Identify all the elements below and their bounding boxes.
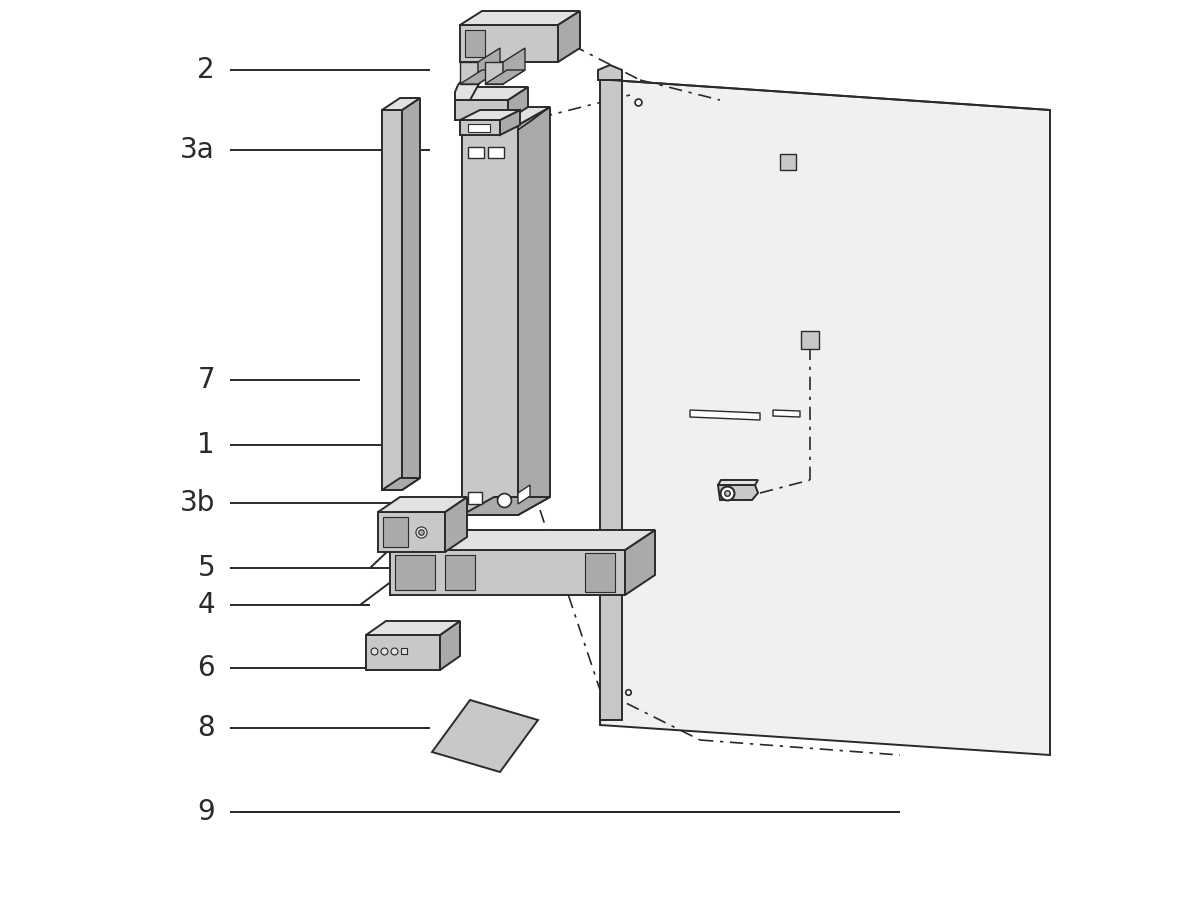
Polygon shape: [503, 48, 526, 84]
Polygon shape: [802, 331, 818, 349]
Polygon shape: [625, 530, 655, 595]
Text: 9: 9: [197, 798, 215, 826]
Polygon shape: [488, 147, 504, 158]
Polygon shape: [462, 107, 550, 125]
Polygon shape: [485, 70, 526, 84]
Polygon shape: [462, 497, 550, 515]
Polygon shape: [586, 553, 616, 592]
Polygon shape: [718, 485, 758, 500]
Text: 5: 5: [197, 554, 215, 582]
Polygon shape: [402, 98, 420, 490]
Polygon shape: [485, 62, 503, 84]
Polygon shape: [382, 98, 420, 110]
Polygon shape: [395, 555, 436, 590]
Polygon shape: [690, 410, 760, 420]
Polygon shape: [558, 11, 580, 62]
Text: 3b: 3b: [180, 489, 215, 517]
Polygon shape: [598, 65, 622, 80]
Polygon shape: [460, 62, 478, 84]
Text: 8: 8: [197, 714, 215, 742]
Polygon shape: [460, 120, 500, 135]
Polygon shape: [518, 107, 550, 515]
Polygon shape: [383, 517, 408, 547]
Polygon shape: [480, 65, 490, 82]
Polygon shape: [432, 700, 538, 772]
Polygon shape: [468, 147, 484, 158]
Polygon shape: [460, 25, 558, 62]
Polygon shape: [518, 107, 550, 130]
Polygon shape: [455, 87, 528, 100]
Text: 6: 6: [197, 654, 215, 682]
Text: 1: 1: [197, 431, 215, 459]
Polygon shape: [455, 72, 480, 100]
Polygon shape: [378, 497, 467, 512]
Polygon shape: [780, 154, 796, 170]
Polygon shape: [460, 110, 520, 120]
Polygon shape: [460, 11, 580, 25]
Polygon shape: [518, 485, 530, 504]
Polygon shape: [500, 110, 520, 135]
Polygon shape: [600, 80, 1050, 755]
Polygon shape: [718, 480, 758, 485]
Polygon shape: [466, 30, 485, 57]
Polygon shape: [382, 110, 402, 490]
Text: 7: 7: [197, 366, 215, 394]
Polygon shape: [478, 48, 500, 84]
Polygon shape: [455, 100, 508, 120]
Polygon shape: [378, 512, 445, 552]
Polygon shape: [508, 87, 528, 120]
Polygon shape: [390, 530, 655, 550]
Polygon shape: [440, 621, 460, 670]
Polygon shape: [773, 410, 800, 417]
Polygon shape: [445, 555, 475, 590]
Polygon shape: [468, 492, 482, 504]
Polygon shape: [390, 550, 625, 595]
Polygon shape: [600, 80, 622, 720]
Polygon shape: [468, 124, 490, 132]
Text: 4: 4: [197, 591, 215, 619]
Polygon shape: [445, 497, 467, 552]
Polygon shape: [366, 621, 460, 635]
Polygon shape: [460, 70, 500, 84]
Text: 2: 2: [197, 56, 215, 84]
Polygon shape: [382, 478, 420, 490]
Text: 3a: 3a: [180, 136, 215, 164]
Polygon shape: [462, 125, 518, 515]
Polygon shape: [366, 635, 440, 670]
